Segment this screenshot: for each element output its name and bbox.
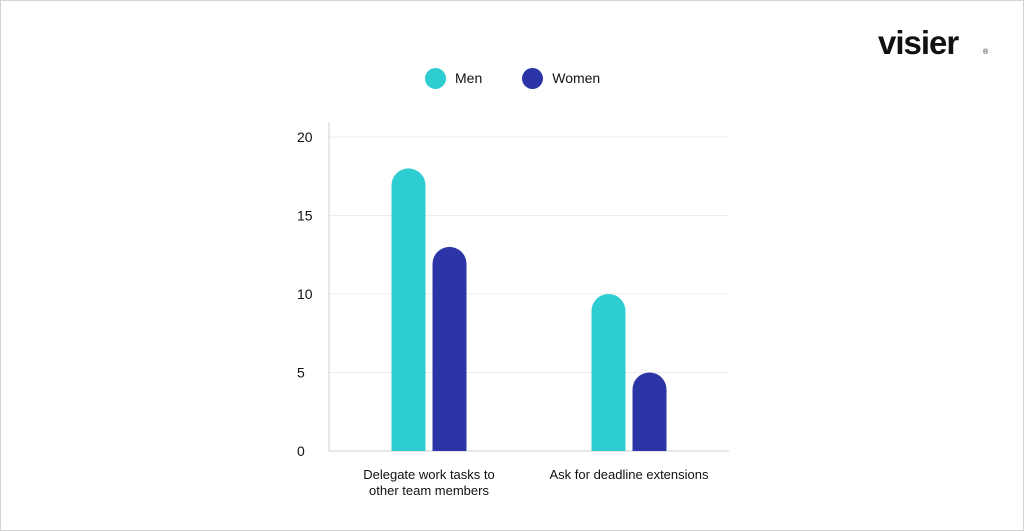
- visier-logo: visier: [878, 24, 959, 61]
- legend-swatch-men: [425, 67, 446, 89]
- legend-item-men: Men: [425, 67, 483, 89]
- y-tick-label-0: 0: [297, 443, 305, 459]
- y-tick-label-5: 5: [297, 365, 305, 381]
- bar-men-cat-2: [591, 294, 626, 451]
- legend: Men Women: [425, 66, 640, 90]
- y-tick-label-10: 10: [297, 286, 313, 302]
- legend-label-men: Men: [455, 70, 483, 86]
- y-tick-label-15: 15: [297, 208, 313, 224]
- bar-women-cat-2: [632, 372, 667, 451]
- legend-label-women: Women: [552, 70, 601, 86]
- legend-item-women: Women: [522, 67, 601, 89]
- bar-men-cat-1: [391, 168, 426, 451]
- x-category-label-1: Delegate work tasks to other team members: [363, 467, 495, 498]
- bar-women-cat-1: [432, 246, 467, 451]
- legend-swatch-women: [522, 67, 544, 89]
- y-tick-label-20: 20: [297, 129, 313, 145]
- x-category-label-2: Ask for deadline extensions: [550, 467, 709, 482]
- registered-mark: ®: [983, 49, 989, 56]
